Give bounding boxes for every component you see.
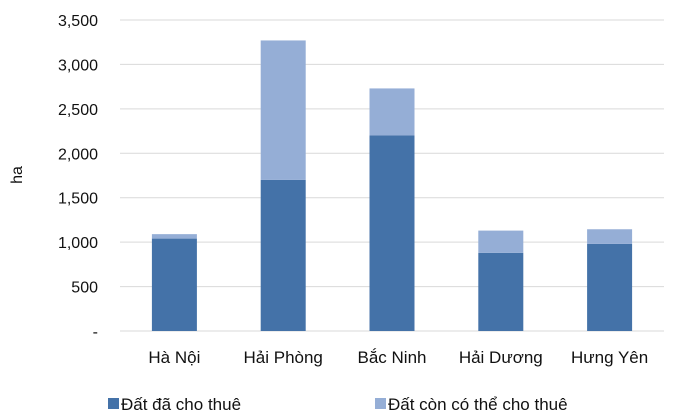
y-tick-label: 1,500 xyxy=(58,191,98,208)
bar-leased-4 xyxy=(587,243,633,331)
legend: Đất đã cho thuê Đất còn có thể cho thuê xyxy=(108,395,568,414)
legend-label-0: Đất đã cho thuê xyxy=(121,395,241,414)
x-category-label: Hưng Yên xyxy=(571,348,648,367)
bar-leased-1 xyxy=(260,179,306,331)
y-axis-title: ha xyxy=(9,166,26,184)
y-tick-label: 500 xyxy=(71,280,98,297)
x-category-label: Bắc Ninh xyxy=(358,348,427,367)
x-category-label: Hải Dương xyxy=(459,348,543,367)
y-tick-label: 2,000 xyxy=(58,146,98,163)
bar-available-0 xyxy=(151,234,197,239)
bar-available-4 xyxy=(587,229,633,244)
y-axis-ticks: - 500 1,000 1,500 2,000 2,500 3,000 3,500 xyxy=(58,13,98,341)
bar-leased-2 xyxy=(369,135,415,331)
x-category-label: Hà Nội xyxy=(148,348,200,367)
bar-leased-0 xyxy=(151,238,197,331)
bar-available-3 xyxy=(478,230,524,253)
y-tick-label: 2,500 xyxy=(58,102,98,119)
y-tick-label: 3,000 xyxy=(58,57,98,74)
x-category-label: Hải Phòng xyxy=(244,348,323,367)
legend-swatch-1 xyxy=(375,398,386,409)
x-axis-labels: Hà Nội Hải Phòng Bắc Ninh Hải Dương Hưng Yên xyxy=(148,348,648,367)
y-tick-label: 3,500 xyxy=(58,13,98,30)
bar-available-1 xyxy=(260,40,306,180)
legend-label-1: Đất còn có thể cho thuê xyxy=(388,395,568,414)
bar-leased-3 xyxy=(478,252,524,331)
y-tick-label: - xyxy=(93,324,98,341)
y-tick-label: 1,000 xyxy=(58,235,98,252)
bars xyxy=(151,40,633,331)
legend-swatch-0 xyxy=(108,398,119,409)
bar-available-2 xyxy=(369,88,415,136)
